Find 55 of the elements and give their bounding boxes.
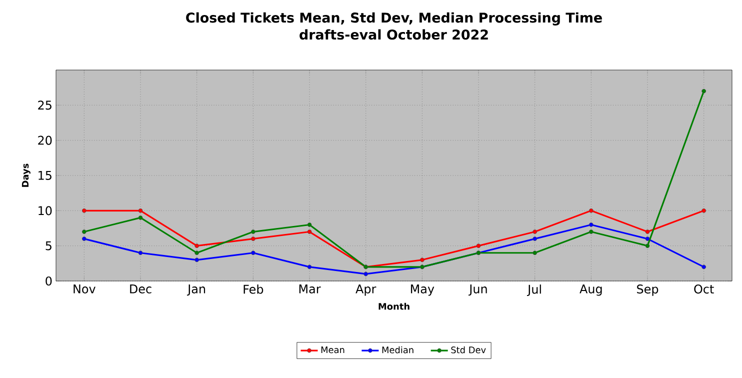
point — [250, 250, 256, 256]
point — [532, 236, 538, 241]
y-tick-label: 15 — [38, 171, 52, 180]
point — [307, 230, 312, 234]
point — [194, 258, 200, 262]
y-tick-label: 20 — [38, 136, 52, 145]
x-tick-label: Sep — [637, 284, 658, 296]
x-tick-label: Feb — [244, 284, 264, 294]
x-tick-label: Oct — [694, 284, 714, 294]
point — [194, 244, 200, 248]
point — [138, 216, 143, 220]
x-tick-label: Dec — [130, 284, 152, 294]
point — [645, 236, 650, 241]
point — [138, 250, 143, 256]
point — [364, 272, 368, 276]
point — [702, 88, 706, 94]
y-tick-label: 25 — [38, 100, 52, 110]
x-tick-label: Jun — [468, 284, 487, 296]
y-tick-label: 5 — [46, 241, 52, 250]
point — [138, 208, 143, 213]
x-tick-label: Jan — [186, 284, 206, 296]
point — [702, 264, 706, 270]
point — [307, 264, 312, 270]
point — [250, 236, 256, 241]
x-tick-label: Nov — [74, 284, 96, 294]
point — [588, 222, 594, 227]
legend-label: Mean — [321, 346, 344, 354]
chart-title: Closed Tickets Mean, Std Dev, Median Processing Time — [186, 12, 602, 26]
point — [532, 250, 538, 256]
point — [82, 230, 86, 234]
x-tick-label: Mar — [299, 284, 321, 294]
chart-subtitle: drafts-eval October 2022 — [300, 29, 488, 40]
y-tick-label: 0 — [46, 276, 52, 286]
point — [476, 244, 481, 248]
x-tick-label: Apr — [356, 284, 376, 296]
legend-label: Median — [382, 346, 414, 354]
point — [645, 244, 650, 248]
x-tick-label: May — [410, 284, 434, 296]
y-axis-title: Days — [22, 164, 30, 187]
x-tick-label: Aug — [580, 284, 602, 296]
point — [645, 230, 650, 234]
point — [307, 222, 312, 227]
point — [194, 250, 200, 256]
point — [588, 208, 594, 213]
point — [82, 208, 86, 213]
point — [702, 208, 706, 213]
point — [82, 236, 86, 241]
point — [588, 230, 594, 234]
legend-label: Std Dev — [451, 346, 486, 354]
point — [250, 230, 256, 234]
x-axis-title: Month — [378, 302, 410, 310]
point — [532, 230, 538, 234]
point — [420, 258, 424, 262]
x-tick-label: Jul — [527, 284, 541, 296]
y-tick-label: 10 — [38, 206, 52, 216]
